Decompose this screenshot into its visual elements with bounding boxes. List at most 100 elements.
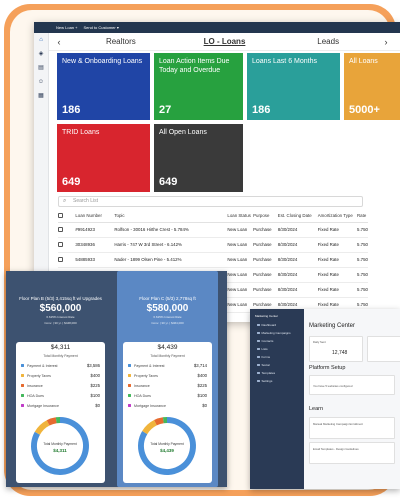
table-cell: 5.750 — [357, 267, 368, 283]
home-icon[interactable]: ⌂ — [39, 37, 43, 43]
payment-row-label: Mortgage Insurance — [27, 403, 59, 408]
payment-breakdown-card: $4,439 Total Monthly Payment Payment & Int… — [123, 342, 212, 483]
floor-plan-card[interactable]: Floor Plan C (5/3) 2,778sq ft $580,000 6.6… — [117, 271, 218, 487]
column-header[interactable]: Amortization Type — [317, 210, 357, 223]
row-checkbox[interactable] — [58, 222, 76, 238]
tile-all-loans[interactable]: All Loans 5000+ — [344, 53, 400, 120]
daily-sent-label: Daily Sent — [313, 340, 326, 344]
tile-label: All Loans — [349, 58, 378, 65]
stat-card[interactable] — [367, 336, 400, 362]
payment-breakdown-card: $4,311 Total Monthly Payment Payment & Int… — [16, 342, 105, 483]
tile-count: 649 — [62, 176, 81, 188]
payment-row-label: Insurance — [27, 383, 43, 388]
donut-slice — [154, 417, 164, 426]
marketing-nav-item[interactable]: Dashboard — [257, 323, 276, 327]
table-row[interactable]: 54885933 Nader - 1899 Olsen Pine - 5.412%… — [58, 252, 368, 268]
marketing-nav-item[interactable]: Marketing Campaigns — [257, 331, 291, 335]
payment-row: Property Taxes $400 — [21, 372, 100, 379]
table-cell: 8/30/2024 — [277, 267, 318, 283]
legend-swatch — [128, 374, 131, 377]
tab-realtors[interactable]: Realtors — [105, 37, 136, 46]
marketing-nav-item[interactable]: Contacts — [257, 339, 273, 343]
learn-item[interactable]: Manual Marketing Campaign Enrollment — [309, 417, 395, 439]
marketing-nav-item[interactable]: Social — [257, 363, 270, 367]
column-header[interactable]: Est. Closing Date — [277, 210, 318, 223]
table-cell: 8/30/2024 — [277, 282, 318, 298]
payment-row: Insurance $225 — [21, 382, 100, 389]
row-checkbox[interactable] — [58, 252, 76, 268]
table-cell: Nader - 1899 Olsen Pine - 5.412% — [114, 252, 228, 268]
legend-swatch — [21, 384, 24, 387]
tile-count: 5000+ — [349, 104, 380, 116]
donut-slice — [31, 417, 89, 475]
payment-row-label: HOA Dues — [27, 393, 44, 398]
tile-new-onboarding-loans[interactable]: New & Onboarding Loans 186 — [57, 53, 150, 120]
floor-plan-card[interactable]: Floor Plan B (5/3) 3,415sq ft w/ Upgrade… — [10, 271, 111, 487]
tabs-next-icon[interactable]: › — [384, 36, 388, 47]
monthly-payment-label: Total Monthly Payment — [150, 354, 185, 358]
marketing-nav-item[interactable]: Forms — [257, 355, 270, 359]
table-row[interactable]: 30348936 Harris - 747 W 3rd Street - 6.14… — [58, 237, 368, 253]
tab-leads[interactable]: Leads — [317, 37, 340, 46]
new-loan-button[interactable]: New Loan + — [56, 25, 78, 30]
select-all-checkbox[interactable] — [58, 210, 76, 223]
legend-swatch — [21, 394, 24, 397]
table-cell: 30348936 — [75, 237, 115, 253]
payment-row: Property Taxes $400 — [128, 372, 207, 379]
nav-item-label: Templates — [261, 371, 276, 375]
legend-swatch — [128, 384, 131, 387]
search-placeholder: Search List — [73, 198, 99, 204]
payment-row-value: $100 — [197, 393, 207, 398]
payment-row-value: $225 — [197, 383, 207, 388]
daily-sent-card[interactable]: Daily Sent 12,748 — [309, 336, 363, 362]
payment-donut-chart — [138, 417, 196, 475]
column-header[interactable]: Purpose — [253, 210, 278, 223]
column-header[interactable]: Rate — [357, 210, 368, 223]
table-cell: 5.750 — [357, 222, 368, 238]
document-icon[interactable]: ▤ — [38, 65, 44, 71]
payment-row-label: Payment & Interest — [134, 363, 165, 368]
table-cell: Rolfson - 30016 Hirthe Crest - 5.784% — [114, 222, 228, 238]
tile-count: 186 — [252, 104, 271, 116]
tile-loans-last-6-months[interactable]: Loans Last 6 Months 186 — [247, 53, 340, 120]
payment-row-label: Payment & Interest — [27, 363, 58, 368]
tabs-prev-icon[interactable]: ‹ — [57, 36, 61, 47]
platform-setup-card[interactable]: You have 5 websites configured — [309, 375, 395, 395]
marketing-nav-item[interactable]: Settings — [257, 379, 272, 383]
learn-item[interactable]: Email Templates - Design Guidelines — [309, 442, 395, 464]
table-cell: 5.750 — [357, 237, 368, 253]
nav-item-icon — [257, 331, 260, 334]
marketing-nav-item[interactable]: Lists — [257, 347, 268, 351]
row-checkbox[interactable] — [58, 237, 76, 253]
table-cell: #9914923 — [75, 222, 115, 238]
nav-item-label: Forms — [261, 355, 271, 359]
loan-terms: Conv. | 30 yr. | $448,000 — [44, 321, 77, 325]
marketing-title: Marketing Center — [309, 323, 356, 329]
tab-lo-loans[interactable]: LO - Loans — [203, 37, 246, 46]
column-header[interactable]: Loan Number — [75, 210, 115, 223]
search-list-input[interactable]: ⌕ Search List — [58, 196, 363, 207]
calendar-icon[interactable]: ▦ — [38, 93, 44, 99]
payment-row-value: $3,586 — [86, 363, 100, 368]
payment-row: Mortgage Insurance $0 — [21, 402, 100, 409]
column-header[interactable]: Topic — [114, 210, 228, 223]
interest-rate: 6.625% Interest Rate — [153, 315, 182, 319]
tag-icon[interactable]: ◈ — [38, 51, 44, 57]
people-icon[interactable]: ☺ — [37, 79, 45, 85]
payment-row: Mortgage Insurance $0 — [128, 402, 207, 409]
donut-slice — [34, 420, 50, 435]
send-to-customer-button[interactable]: Send to Customer ▾ — [83, 25, 119, 30]
tile-label: All Open Loans — [159, 129, 207, 136]
tile-trid-loans[interactable]: TRID Loans 649 — [57, 124, 150, 192]
table-row[interactable]: #9914923 Rolfson - 30016 Hirthe Crest - 5… — [58, 222, 368, 238]
legend-swatch — [21, 404, 24, 407]
tile-action-items-due[interactable]: Loan Action Items Due Today and Overdue 2… — [154, 53, 243, 120]
nav-item-icon — [257, 379, 260, 382]
payment-row-label: Property Taxes — [27, 373, 51, 378]
tile-all-open-loans[interactable]: All Open Loans 649 — [154, 124, 243, 192]
legend-swatch — [128, 364, 131, 367]
marketing-nav-item[interactable]: Templates — [257, 371, 275, 375]
tab-bar: ‹ Realtors LO - Loans Leads › — [49, 33, 400, 51]
column-header[interactable]: Loan Status — [227, 210, 254, 223]
donut-center-value: $4,439 — [160, 448, 174, 453]
